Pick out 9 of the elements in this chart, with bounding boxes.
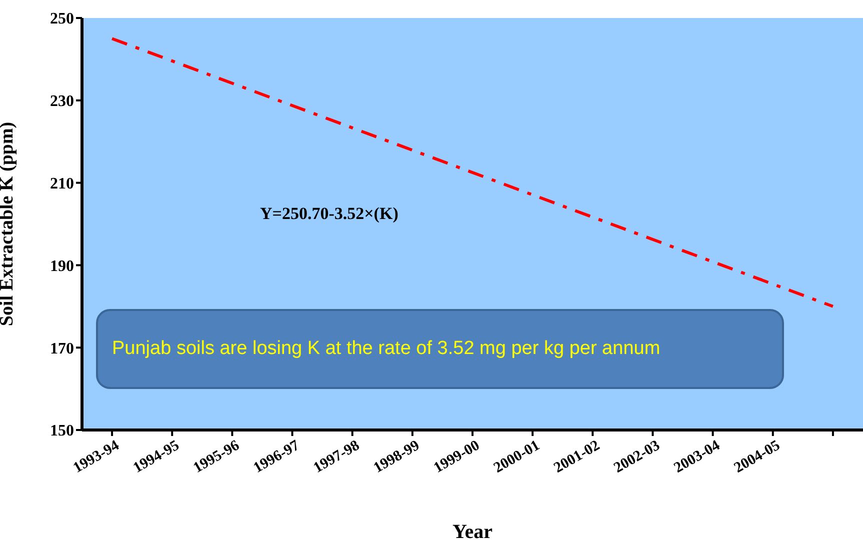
y-tick-label: 190 xyxy=(50,258,74,275)
y-tick-label: 250 xyxy=(50,10,74,28)
x-axis-title: Year xyxy=(452,521,493,540)
annotation: Y=250.70-3.52×(K) xyxy=(260,204,398,224)
y-tick-label: 150 xyxy=(50,422,74,440)
y-tick-label: 170 xyxy=(50,340,74,358)
y-tick-label: 230 xyxy=(50,93,74,110)
y-tick-label: 210 xyxy=(50,175,74,192)
text-box: Punjab soils are losing K at the rate of 3.52 mg per kg per annum xyxy=(96,309,784,389)
